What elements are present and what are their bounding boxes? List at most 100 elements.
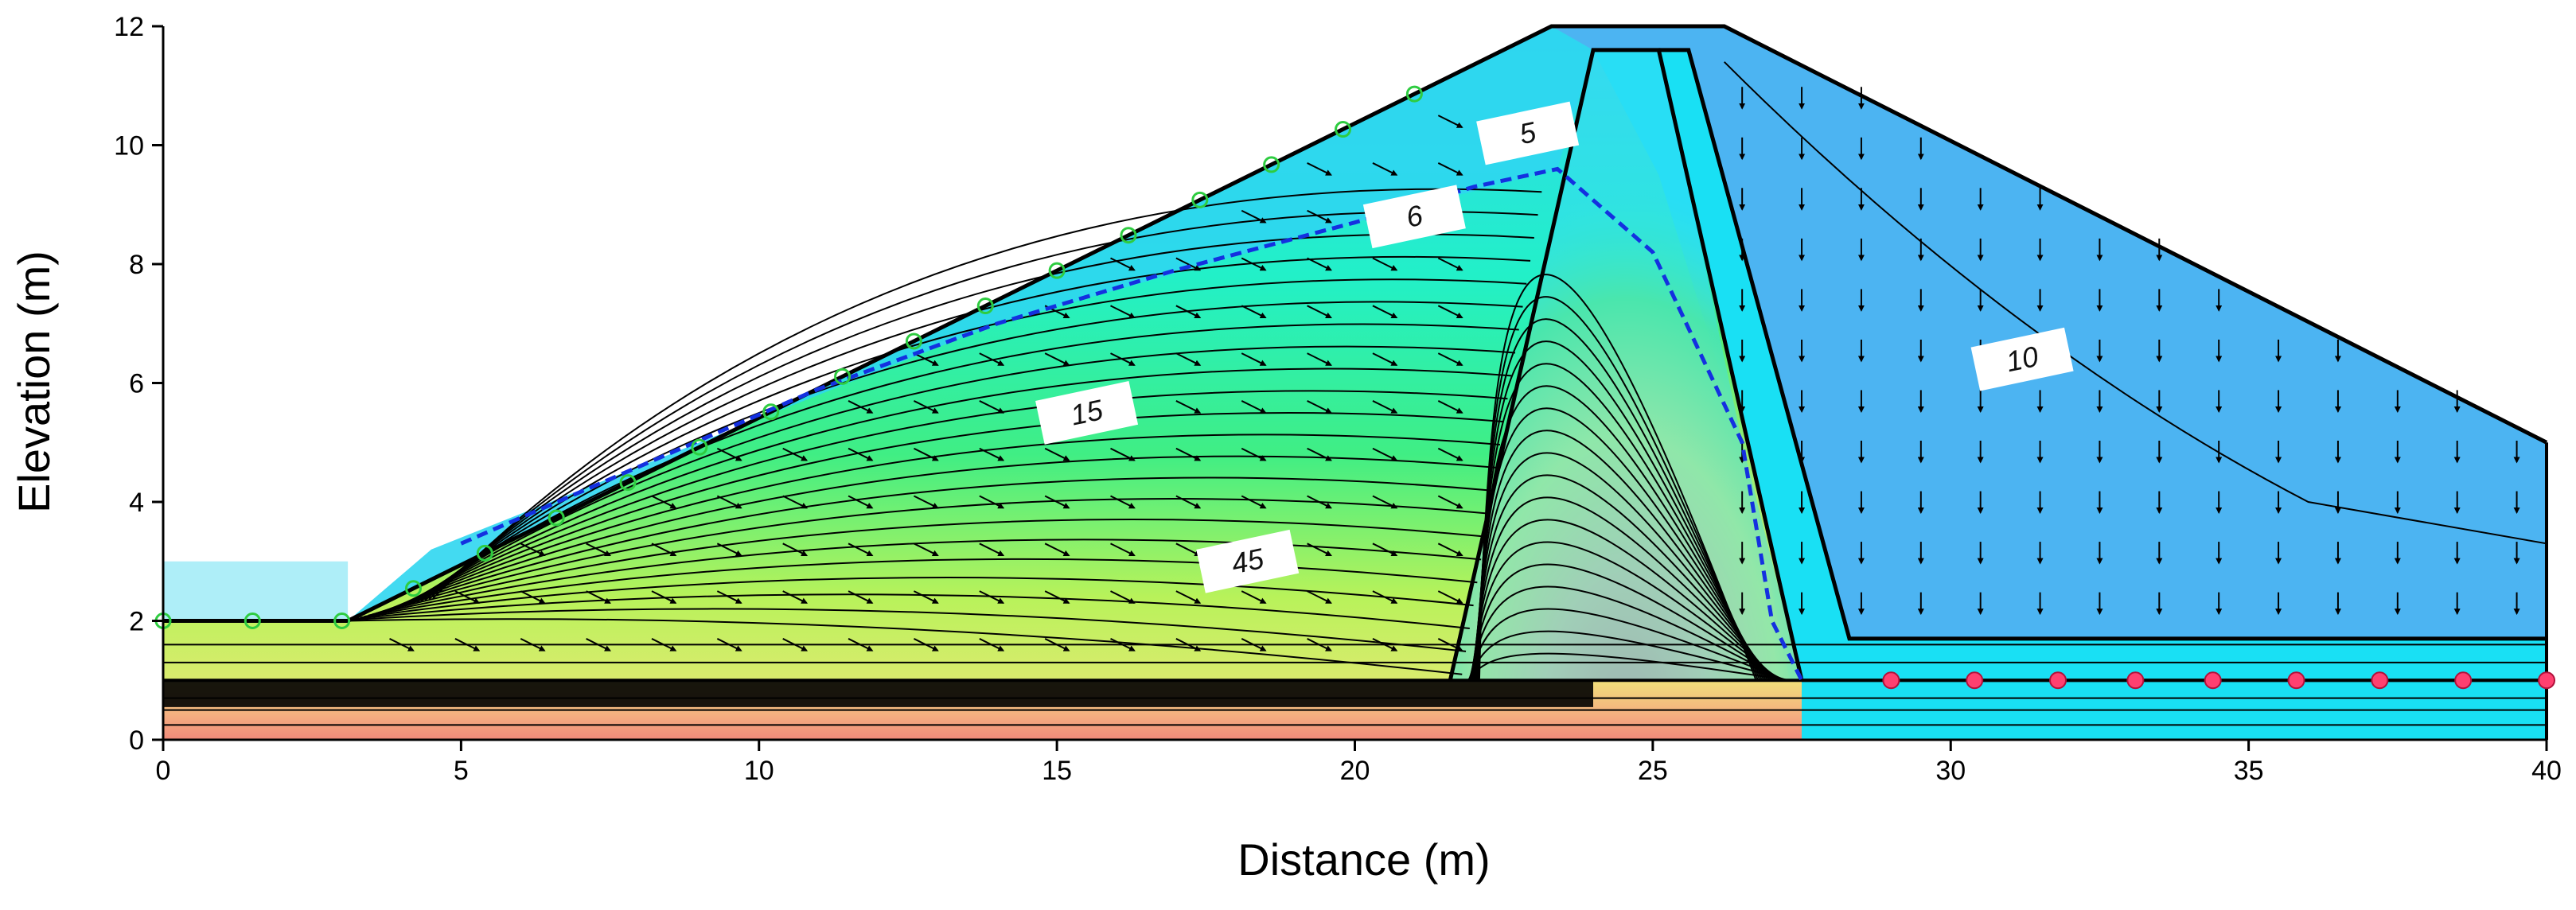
boundary-node	[762, 403, 780, 421]
flow-vector	[979, 447, 1005, 461]
flow-vector	[1044, 638, 1070, 651]
flow-vector	[1175, 542, 1202, 557]
flow-vector	[1241, 257, 1267, 271]
contour-line	[1474, 430, 1771, 681]
flow-vector	[1044, 590, 1070, 604]
boundary-node	[476, 544, 493, 562]
flow-vector	[389, 638, 415, 651]
flow-vector	[782, 495, 809, 509]
flow-vector	[913, 352, 939, 366]
drain-node	[2454, 671, 2473, 690]
flow-vector	[1437, 590, 1463, 604]
contour-line	[352, 608, 1467, 652]
contour-line	[360, 577, 1474, 619]
y-tick-label: 8	[129, 250, 144, 280]
flow-vector	[1110, 590, 1136, 604]
flow-vector	[1437, 400, 1463, 414]
flow-vector	[520, 542, 546, 557]
contour-line	[1469, 585, 1785, 682]
upstream-unsaturated-zone	[348, 26, 1593, 621]
flow-vector	[782, 638, 809, 651]
boundary-node	[404, 580, 422, 597]
drain-node	[2204, 671, 2222, 690]
boundary-node	[1405, 85, 1423, 103]
contour-label-box	[1196, 529, 1300, 593]
flow-vector	[586, 542, 611, 557]
flow-vector	[913, 495, 939, 509]
y-tick-label: 0	[129, 725, 144, 756]
contour-label-box	[1035, 381, 1139, 445]
flow-vector	[1241, 590, 1267, 604]
flow-vector	[848, 400, 874, 414]
contour-label: 5	[1476, 101, 1580, 165]
contour-line	[1471, 496, 1777, 681]
contour-line	[1724, 61, 2547, 545]
flow-vector	[1110, 447, 1136, 461]
flow-vector	[454, 590, 481, 604]
flow-vector	[1241, 638, 1267, 651]
flow-vector	[1241, 447, 1267, 461]
flow-vector	[1307, 162, 1332, 176]
flow-vector	[586, 590, 611, 604]
y-tick-label: 12	[114, 12, 144, 42]
flow-vector	[716, 495, 742, 509]
contour-line	[380, 476, 1493, 613]
flow-vector	[1175, 590, 1202, 604]
contour-label: 15	[1035, 381, 1139, 445]
core-upper-tint	[1450, 49, 1802, 681]
flow-vector	[1175, 638, 1202, 651]
drain-zone	[1593, 49, 2547, 740]
y-axis-title: Elevation (m)	[9, 251, 59, 513]
contour-line	[408, 323, 1519, 605]
flow-vector	[651, 542, 677, 557]
flow-vector	[1307, 590, 1332, 604]
boundary-node	[976, 298, 994, 315]
flow-vector	[913, 400, 939, 414]
contour-line	[1470, 563, 1783, 682]
flow-vector	[1307, 447, 1332, 461]
contour-line	[356, 593, 1470, 630]
contour-line	[392, 411, 1504, 610]
contour-label: 6	[1362, 185, 1466, 249]
boundary-node	[1191, 191, 1209, 208]
flow-vector	[1372, 162, 1398, 176]
contour-label-box	[1362, 185, 1466, 249]
flow-vector	[1437, 352, 1463, 366]
flow-vector	[1175, 447, 1202, 461]
axes: 0 5 10 15 20 25 30 35 40 0 2 4 6 8 10 12	[114, 12, 2562, 786]
flow-vector	[651, 638, 677, 651]
flow-vector	[1437, 162, 1463, 176]
flow-vector	[1110, 257, 1136, 271]
flow-vector	[1437, 542, 1463, 557]
contour-label-box	[1970, 327, 2074, 391]
flow-vector	[1372, 495, 1398, 509]
flow-vector	[782, 590, 809, 604]
foundation-dense-contours	[163, 680, 1593, 707]
drain-node	[2287, 671, 2305, 690]
flow-vector	[1372, 542, 1398, 557]
x-axis-title: Distance (m)	[1237, 834, 1490, 885]
contour-line	[1471, 519, 1779, 681]
flow-vector	[1307, 257, 1332, 271]
flow-vector	[913, 542, 939, 557]
drain-node	[2538, 671, 2555, 690]
flow-vector	[1437, 305, 1463, 319]
flow-vector	[979, 590, 1005, 604]
flow-vector	[454, 638, 481, 651]
x-tick-label: 25	[1638, 756, 1668, 786]
flow-vector	[1110, 638, 1136, 651]
flow-vector	[1372, 638, 1398, 651]
contour-label-value: 10	[2003, 340, 2041, 378]
x-tick-label: 5	[454, 756, 469, 786]
flow-vector	[520, 638, 546, 651]
flow-vector	[979, 495, 1005, 509]
flow-vector	[1175, 400, 1202, 414]
x-tick-label: 40	[2531, 756, 2562, 786]
core-outline	[1448, 48, 1804, 681]
flow-vector	[979, 400, 1005, 414]
boundary-node	[548, 509, 565, 527]
flow-vector	[1307, 400, 1332, 414]
flow-vector	[1372, 352, 1398, 366]
boundary-node	[905, 332, 922, 350]
contour-line	[368, 539, 1482, 616]
